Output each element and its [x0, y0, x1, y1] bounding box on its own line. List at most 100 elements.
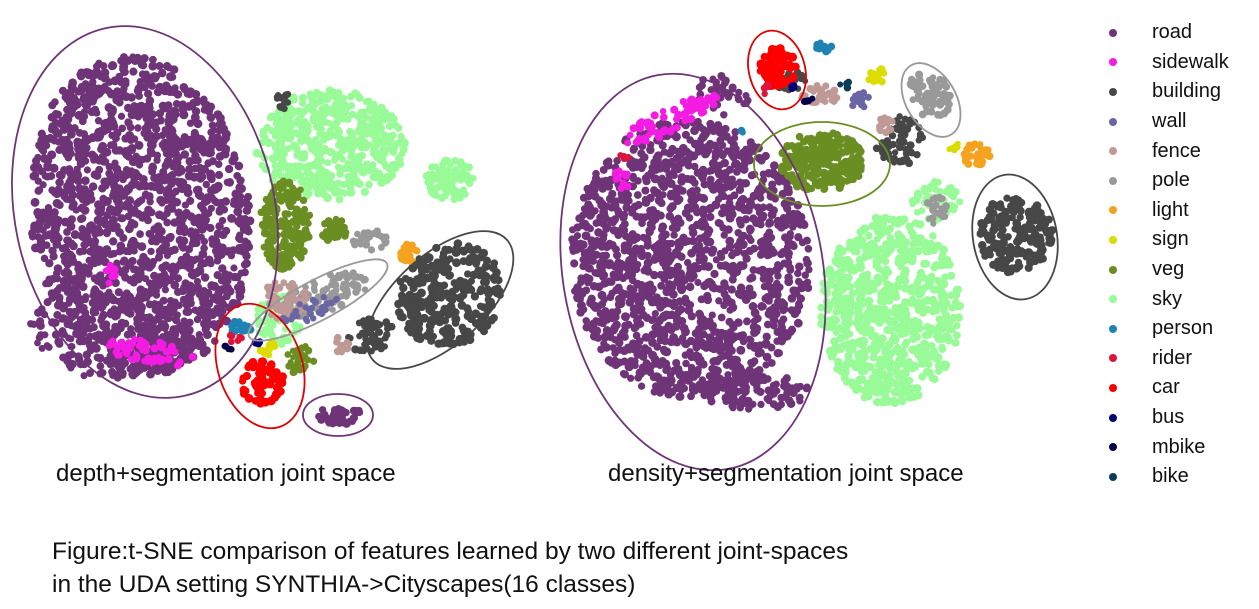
point-road [754, 203, 762, 212]
point-pole [311, 280, 319, 288]
point-road [165, 87, 175, 96]
point-light [413, 247, 421, 255]
point-road [45, 259, 54, 268]
point-road [138, 70, 147, 79]
point-road [156, 186, 165, 195]
point-road [214, 135, 224, 145]
point-road [238, 243, 247, 252]
point-road [186, 119, 195, 127]
point-road [225, 246, 233, 255]
point-road [61, 331, 68, 338]
point-road [165, 313, 173, 321]
point-road [597, 241, 607, 251]
point-road [747, 236, 755, 245]
point-road [729, 269, 738, 279]
point-road [698, 222, 706, 230]
point-road [798, 280, 806, 289]
point-wall [309, 296, 317, 304]
point-road [614, 358, 624, 367]
point-road [753, 314, 762, 323]
point-road [729, 334, 737, 343]
point-road [74, 145, 82, 154]
point-road [215, 222, 224, 231]
point-road [127, 218, 136, 227]
point-road [96, 362, 105, 370]
point-road [83, 166, 92, 174]
point-road [577, 239, 585, 247]
point-rider [226, 331, 235, 340]
point-road [734, 228, 743, 237]
point-building [417, 266, 427, 276]
point-building [488, 263, 498, 272]
point-road [127, 238, 136, 247]
point-road [195, 335, 205, 345]
point-road [670, 231, 678, 239]
point-road [98, 141, 108, 151]
point-pole [349, 281, 358, 289]
point-road [234, 200, 244, 210]
point-sky [268, 329, 275, 336]
point-road [148, 61, 158, 71]
point-road [674, 184, 683, 194]
point-road [731, 159, 741, 169]
point-road [706, 212, 715, 222]
point-building [374, 329, 382, 336]
point-road [733, 168, 741, 176]
point-road [711, 383, 719, 391]
point-road [657, 281, 666, 290]
point-road [745, 366, 755, 375]
point-road [160, 104, 169, 113]
point-road [741, 295, 751, 304]
point-road [762, 332, 771, 341]
point-pole [326, 293, 334, 300]
point-sky [267, 112, 276, 121]
point-sky [263, 123, 272, 132]
point-road [213, 257, 222, 265]
point-sky [285, 145, 292, 152]
point-road [89, 308, 98, 317]
point-sidewalk [105, 279, 113, 287]
point-sky [293, 151, 301, 159]
point-road [757, 266, 766, 275]
point-building [446, 255, 454, 263]
point-road [119, 306, 128, 314]
point-road [769, 161, 779, 170]
point-road [658, 141, 667, 150]
point-sky [285, 116, 293, 124]
point-sky [355, 138, 364, 147]
point-sky [371, 167, 379, 175]
point-road [709, 344, 719, 354]
point-road [233, 207, 243, 217]
point-road [185, 281, 195, 291]
point-road [136, 77, 144, 86]
point-building [446, 331, 456, 341]
point-road [670, 171, 678, 180]
point-road [52, 128, 61, 137]
point-sky [284, 337, 292, 345]
point-sidewalk [132, 355, 141, 363]
point-road [646, 145, 655, 155]
point-road [197, 222, 207, 232]
point-pole [331, 281, 340, 289]
point-road [763, 320, 772, 329]
point-road [108, 61, 117, 69]
point-sidewalk [188, 352, 197, 361]
point-sky [346, 188, 356, 197]
point-road [795, 302, 804, 310]
point-road [161, 261, 171, 271]
point-car [245, 361, 253, 370]
point-sky [365, 180, 373, 189]
point-road [708, 159, 717, 168]
point-road [88, 81, 97, 90]
point-road [624, 320, 633, 329]
point-road [613, 157, 621, 165]
point-road [187, 271, 196, 279]
point-road [85, 96, 93, 105]
point-road [787, 293, 797, 303]
point-sky [286, 105, 295, 113]
point-road [694, 144, 703, 153]
point-road [86, 369, 94, 378]
point-road [180, 337, 188, 345]
point-road [649, 315, 658, 324]
point-road [104, 103, 114, 113]
